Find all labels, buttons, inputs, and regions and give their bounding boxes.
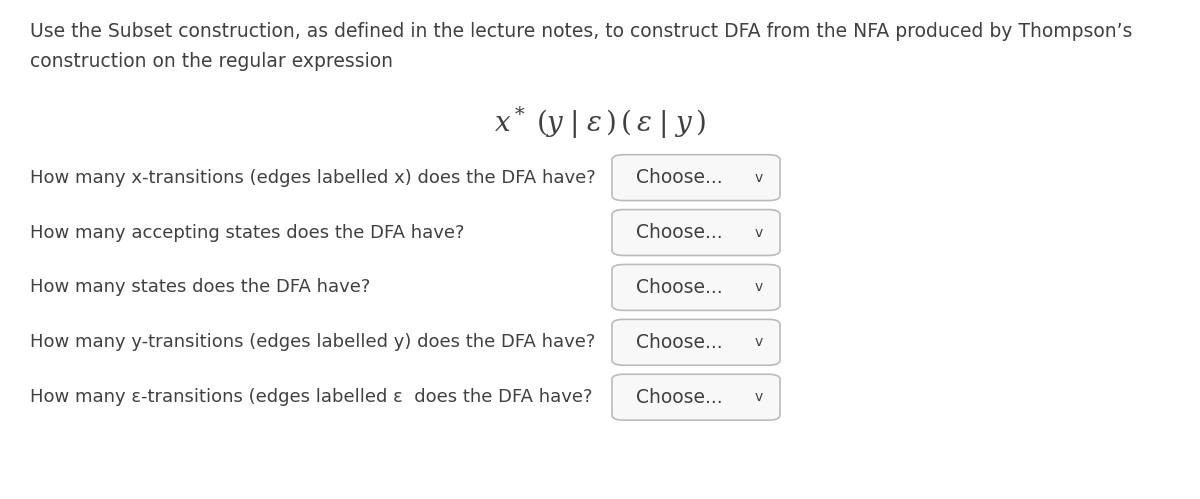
FancyBboxPatch shape <box>612 319 780 365</box>
FancyBboxPatch shape <box>612 210 780 255</box>
Text: How many ε-transitions (edges labelled ε  does the DFA have?: How many ε-transitions (edges labelled ε… <box>30 388 593 406</box>
Text: Choose...: Choose... <box>636 388 722 407</box>
Text: $x^*\;(y\;|\;\epsilon\,)\,(\,\epsilon\;|\;y\,)$: $x^*\;(y\;|\;\epsilon\,)\,(\,\epsilon\;|… <box>494 105 706 141</box>
Text: v: v <box>755 280 762 294</box>
FancyBboxPatch shape <box>612 264 780 310</box>
Text: How many x-transitions (edges labelled x) does the DFA have?: How many x-transitions (edges labelled x… <box>30 169 595 187</box>
Text: v: v <box>755 390 762 404</box>
FancyBboxPatch shape <box>612 155 780 201</box>
Text: Use the Subset construction, as defined in the lecture notes, to construct DFA f: Use the Subset construction, as defined … <box>30 22 1133 41</box>
Text: Choose...: Choose... <box>636 223 722 242</box>
Text: construction on the regular expression: construction on the regular expression <box>30 52 394 71</box>
Text: Choose...: Choose... <box>636 278 722 297</box>
Text: How many states does the DFA have?: How many states does the DFA have? <box>30 278 371 296</box>
Text: v: v <box>755 335 762 349</box>
Text: v: v <box>755 226 762 240</box>
Text: How many y-transitions (edges labelled y) does the DFA have?: How many y-transitions (edges labelled y… <box>30 333 595 351</box>
FancyBboxPatch shape <box>612 374 780 420</box>
Text: Choose...: Choose... <box>636 168 722 187</box>
Text: v: v <box>755 171 762 185</box>
Text: How many accepting states does the DFA have?: How many accepting states does the DFA h… <box>30 224 464 242</box>
Text: Choose...: Choose... <box>636 333 722 352</box>
